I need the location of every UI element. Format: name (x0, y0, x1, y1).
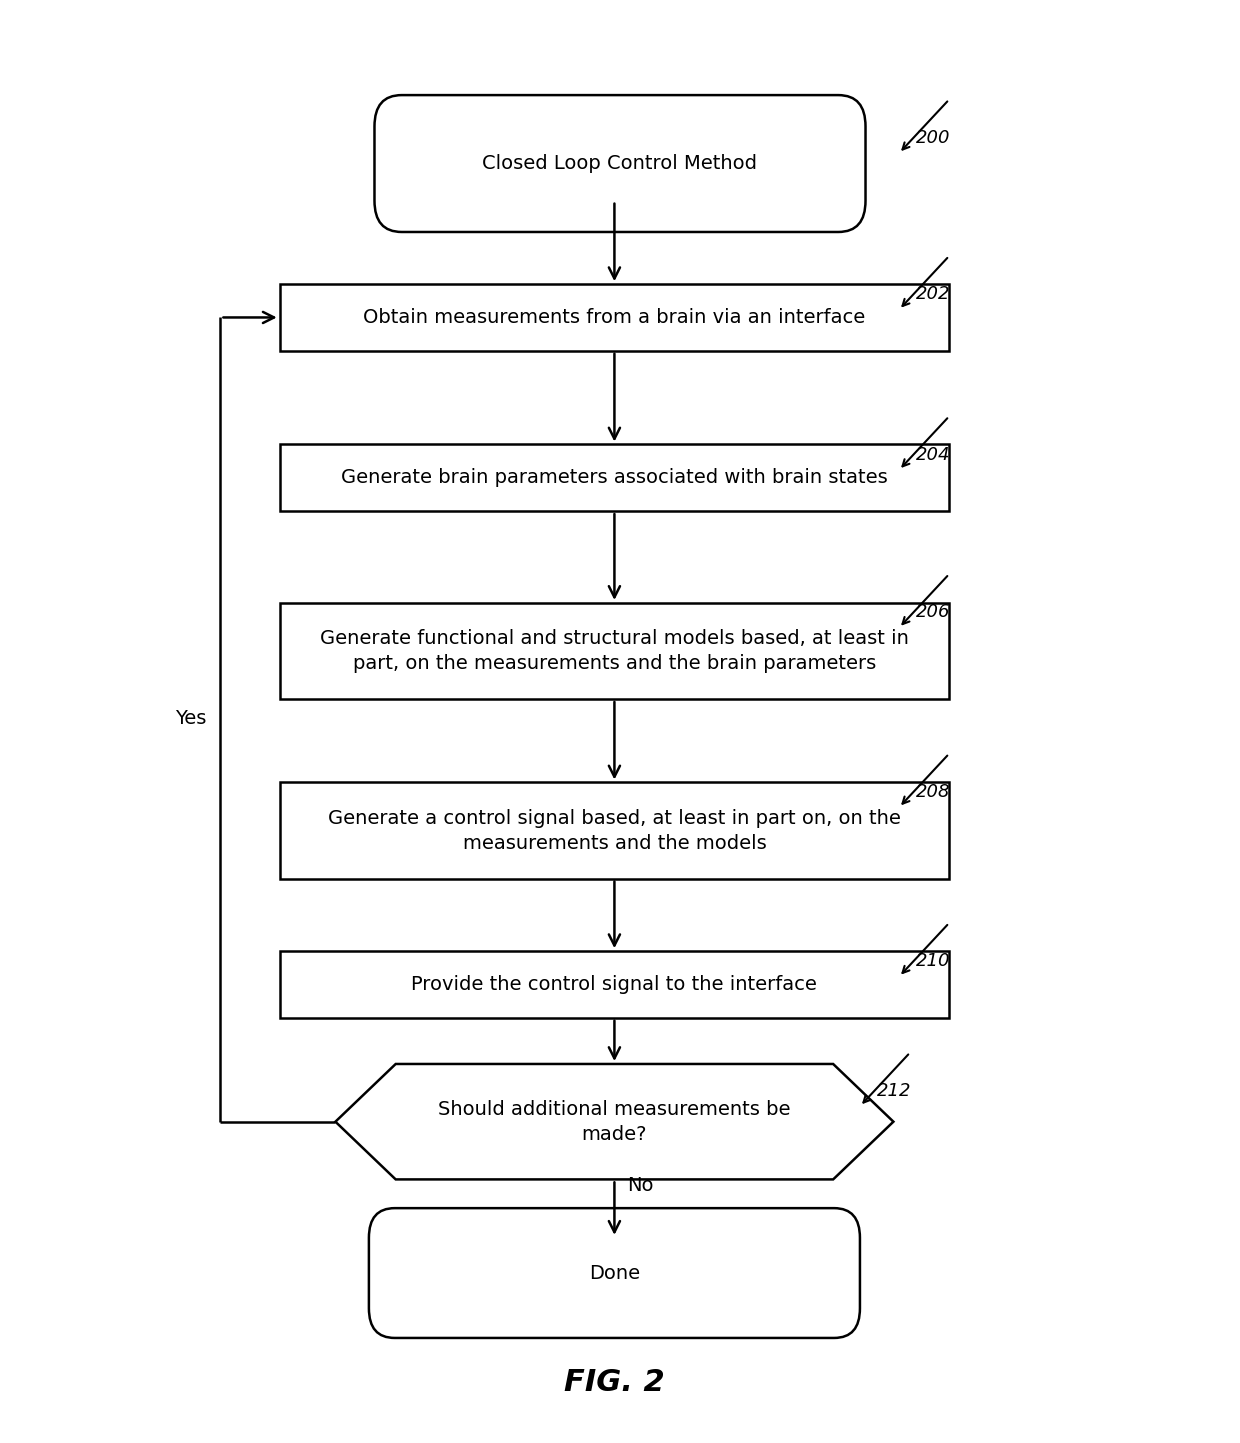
Bar (280, 284, 949, 351)
Text: Generate functional and structural models based, at least in
part, on the measur: Generate functional and structural model… (320, 629, 909, 672)
Text: No: No (627, 1176, 653, 1195)
Text: 204: 204 (915, 446, 950, 463)
Bar (280, 444, 949, 511)
Bar (280, 603, 949, 698)
Text: Done: Done (589, 1264, 640, 1283)
Text: Obtain measurements from a brain via an interface: Obtain measurements from a brain via an … (363, 307, 866, 328)
Text: 202: 202 (915, 286, 950, 303)
Text: Generate brain parameters associated with brain states: Generate brain parameters associated wit… (341, 469, 888, 488)
Text: 210: 210 (915, 952, 950, 970)
Polygon shape (335, 1063, 893, 1179)
Text: Provide the control signal to the interface: Provide the control signal to the interf… (412, 975, 817, 994)
Bar (280, 951, 949, 1017)
Text: Yes: Yes (175, 710, 206, 729)
FancyBboxPatch shape (374, 95, 866, 232)
Text: 212: 212 (877, 1082, 911, 1100)
Text: 200: 200 (915, 128, 950, 147)
Text: Should additional measurements be
made?: Should additional measurements be made? (438, 1100, 791, 1144)
Text: Generate a control signal based, at least in part on, on the
measurements and th: Generate a control signal based, at leas… (329, 808, 900, 853)
Text: 206: 206 (915, 603, 950, 622)
FancyBboxPatch shape (370, 1208, 861, 1338)
Text: Closed Loop Control Method: Closed Loop Control Method (482, 154, 758, 173)
Text: FIG. 2: FIG. 2 (564, 1368, 665, 1397)
Bar (280, 782, 949, 879)
Text: 208: 208 (915, 784, 950, 801)
